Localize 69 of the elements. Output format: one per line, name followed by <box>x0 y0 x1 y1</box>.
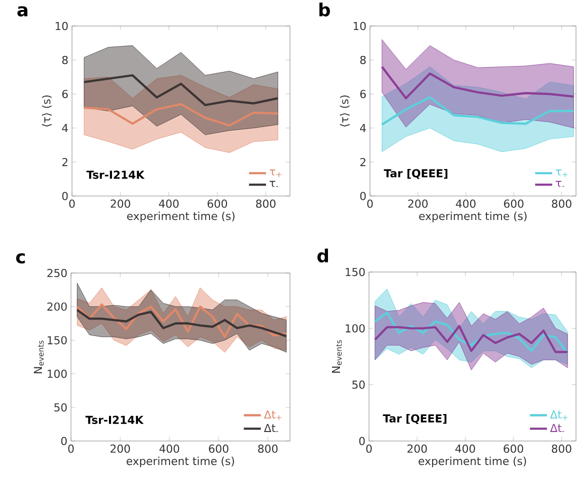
y-tick-label: 150 <box>346 268 365 276</box>
y-tick-label: 2 <box>360 158 366 166</box>
x-tick-label: 0 <box>366 444 372 453</box>
x-tick-label: 0 <box>68 444 74 453</box>
x-tick-label: 200 <box>408 200 428 208</box>
x-tick-label: 400 <box>455 444 475 453</box>
y-axis-title: N$_{events}$ <box>34 340 44 374</box>
x-tick-label: 600 <box>208 200 228 208</box>
y-tick-label: 6 <box>62 90 68 98</box>
x-tick-label: 800 <box>552 200 572 208</box>
x-tick-label: 800 <box>258 444 278 453</box>
y-tick-label: 4 <box>62 124 68 132</box>
y-tick-label: 50 <box>352 380 365 389</box>
x-axis-title: experiment time (s) <box>127 212 235 222</box>
line-series <box>83 103 279 127</box>
y-tick-label: 0 <box>61 436 67 446</box>
legend-label: τ$_{+}$ <box>270 169 282 178</box>
chart-title: d <box>317 248 328 262</box>
legend-label: τ$_{-}$ <box>556 180 564 187</box>
x-tick-label: 600 <box>504 444 524 453</box>
y-axis-title: ⟨τ⟩ (s) <box>42 96 52 126</box>
annotation: Tsr-I214K <box>86 416 144 424</box>
y-tick-label: 10 <box>354 22 366 30</box>
y-tick-label: 50 <box>54 403 67 412</box>
x-axis-title: experiment time (s) <box>419 212 527 222</box>
y-tick-label: 4 <box>360 124 366 132</box>
y-tick-label: 0 <box>359 436 365 446</box>
y-tick-label: 2 <box>62 158 68 166</box>
y-tick-label: 0 <box>360 192 366 200</box>
x-tick-label: 800 <box>256 200 276 208</box>
x-tick-label: 400 <box>159 444 180 453</box>
y-tick-label: 8 <box>360 56 366 64</box>
x-tick-label: 200 <box>407 444 427 453</box>
x-tick-label: 400 <box>456 200 476 208</box>
y-tick-label: 6 <box>360 90 366 98</box>
chart-title: c <box>16 253 25 264</box>
y-tick-label: 150 <box>48 336 67 344</box>
x-tick-label: 600 <box>504 200 524 208</box>
chart-title: a <box>17 6 28 16</box>
y-axis-title: ⟨τ⟩ (s) <box>340 96 350 126</box>
x-tick-label: 600 <box>208 444 228 453</box>
line-series <box>76 303 288 338</box>
x-tick-label: 200 <box>110 200 130 208</box>
y-tick-label: 100 <box>346 324 365 332</box>
x-tick-label: 0 <box>367 200 373 208</box>
y-axis-title: N$_{events}$ <box>332 340 342 373</box>
legend-label: Δt$_{-}$ <box>264 424 278 432</box>
annotation: Tar [QEEE] <box>382 414 446 424</box>
annotation: Tsr-I214K <box>86 170 145 179</box>
legend-label: τ$_{+}$ <box>556 169 568 178</box>
y-tick-label: 8 <box>62 56 68 64</box>
legend-label: τ$_{-}$ <box>270 180 278 187</box>
y-tick-label: 250 <box>47 268 67 278</box>
chart-title: b <box>319 2 330 16</box>
x-axis-title: experiment time (s) <box>126 456 234 468</box>
y-tick-label: 0 <box>62 192 68 200</box>
x-axis-title: experiment time (s) <box>418 456 526 468</box>
legend-label: Δt$_{+}$ <box>264 410 282 420</box>
x-tick-label: 800 <box>552 444 572 453</box>
legend-label: Δt$_{-}$ <box>550 424 564 432</box>
x-tick-label: 0 <box>69 200 75 208</box>
line-series <box>374 311 569 354</box>
y-tick-label: 10 <box>56 22 68 30</box>
x-tick-label: 200 <box>110 444 130 453</box>
y-tick-label: 100 <box>48 370 67 378</box>
legend-label: Δt$_{+}$ <box>550 410 568 420</box>
y-tick-label: 200 <box>47 302 67 311</box>
annotation: Tar [QEEE] <box>384 168 448 179</box>
x-tick-label: 400 <box>158 200 179 208</box>
